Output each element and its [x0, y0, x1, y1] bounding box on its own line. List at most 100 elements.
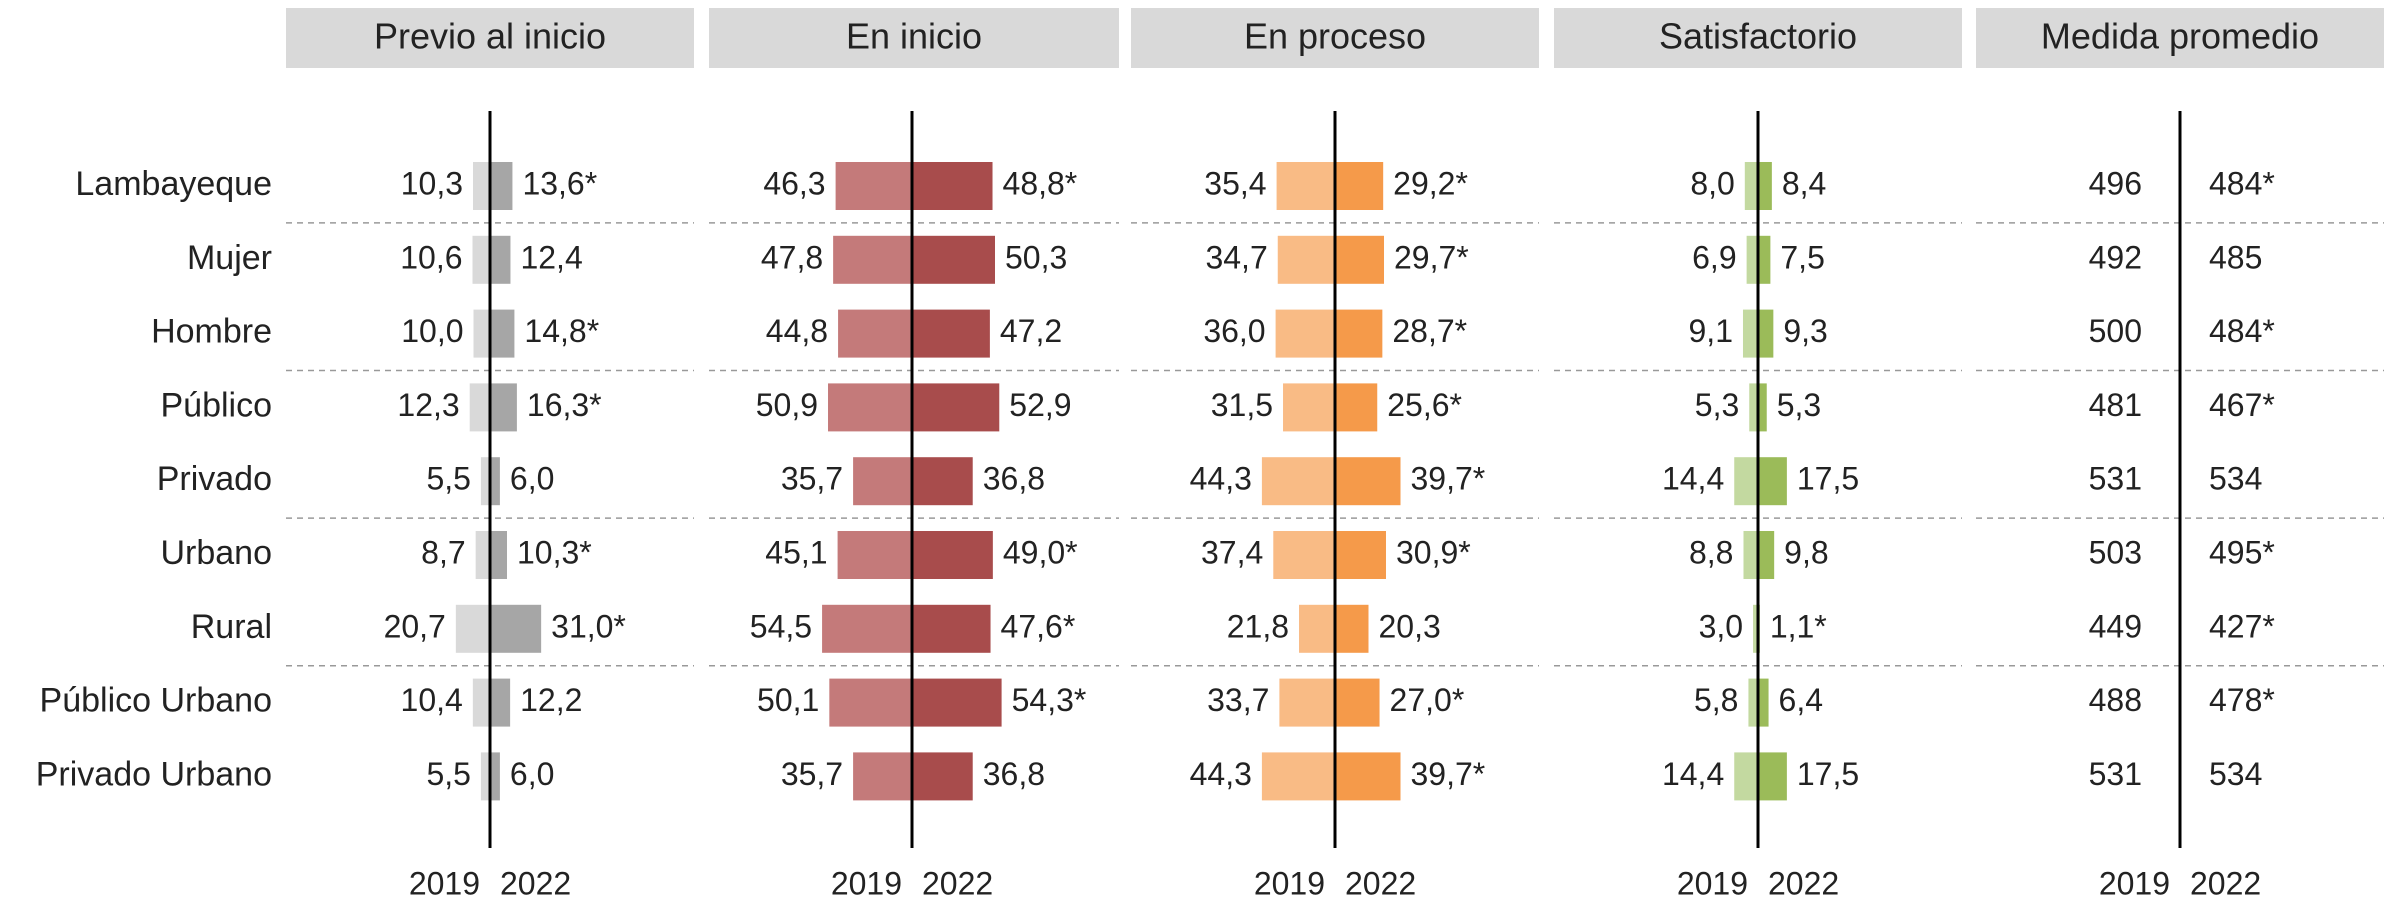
value-label: 534: [2209, 461, 2262, 497]
bar: [1758, 457, 1787, 506]
bar: [835, 162, 912, 210]
bar: [1275, 309, 1335, 358]
bar: [912, 752, 973, 801]
bar: [1758, 678, 1769, 727]
bar: [1744, 162, 1758, 210]
value-label: 54,3*: [1012, 682, 1087, 718]
value-label: 17,5: [1797, 461, 1859, 497]
value-label: 44,8: [766, 313, 828, 349]
legend-label: 2019: [1677, 865, 1748, 901]
value-label: 47,8: [761, 239, 823, 275]
value-label: 14,8*: [524, 313, 599, 349]
bar: [1743, 531, 1758, 579]
category-label: Privado Urbano: [36, 755, 272, 793]
value-label: 14,4: [1662, 461, 1724, 497]
bar: [490, 531, 507, 579]
value-label: 25,6*: [1387, 387, 1462, 423]
bar: [1283, 383, 1335, 432]
bar: [1746, 235, 1758, 284]
bar: [1335, 604, 1369, 653]
value-label: 12,2: [520, 682, 582, 718]
bar: [1335, 162, 1384, 210]
value-label: 5,3: [1777, 387, 1821, 423]
bar: [473, 309, 490, 358]
bar: [1758, 383, 1767, 432]
bar: [472, 678, 490, 727]
value-label: 481: [2089, 387, 2142, 423]
value-label: 54,5: [750, 608, 812, 644]
panel-title: Satisfactorio: [1659, 16, 1857, 57]
bar: [1273, 531, 1335, 579]
legend-label: 2022: [922, 865, 993, 901]
bar: [1335, 752, 1401, 801]
value-label: 484*: [2209, 313, 2275, 349]
bar: [1299, 604, 1335, 653]
bar: [1734, 457, 1758, 506]
value-label: 44,3: [1190, 756, 1252, 792]
value-label: 10,4: [401, 682, 463, 718]
value-label: 28,7*: [1392, 313, 1467, 349]
value-label: 36,0: [1203, 313, 1265, 349]
value-label: 20,3: [1378, 608, 1440, 644]
bar: [1758, 162, 1772, 210]
value-label: 531: [2089, 756, 2142, 792]
panel-title: En inicio: [846, 16, 982, 57]
bar: [912, 531, 993, 579]
value-label: 50,1: [757, 682, 819, 718]
category-label: Urbano: [160, 534, 272, 572]
bar: [912, 457, 973, 506]
legend-label: 2022: [2190, 865, 2261, 901]
value-label: 17,5: [1797, 756, 1859, 792]
value-label: 496: [2089, 165, 2142, 201]
value-label: 492: [2089, 239, 2142, 275]
value-label: 1,1*: [1770, 608, 1827, 644]
bar: [490, 383, 517, 432]
bar: [1758, 235, 1771, 284]
value-label: 49,0*: [1003, 534, 1078, 570]
value-label: 534: [2209, 756, 2262, 792]
value-label: 14,4: [1662, 756, 1724, 792]
bar: [1335, 678, 1380, 727]
bar: [1335, 235, 1385, 284]
bar: [1261, 752, 1335, 801]
value-label: 10,6: [400, 239, 462, 275]
bar: [480, 752, 490, 801]
value-label: 484*: [2209, 165, 2275, 201]
value-label: 3,0: [1699, 608, 1743, 644]
value-label: 6,4: [1779, 682, 1823, 718]
value-label: 37,4: [1201, 534, 1263, 570]
value-label: 10,0: [401, 313, 463, 349]
category-label: Público: [160, 386, 272, 424]
category-label: Público Urbano: [40, 682, 272, 720]
value-label: 44,3: [1190, 461, 1252, 497]
bar: [853, 457, 912, 506]
value-label: 35,4: [1204, 165, 1266, 201]
bar: [1277, 235, 1335, 284]
bar: [912, 235, 995, 284]
bar: [490, 752, 500, 801]
value-label: 488: [2089, 682, 2142, 718]
bar: [912, 604, 991, 653]
bar: [912, 383, 1000, 432]
legend-label: 2019: [409, 865, 480, 901]
bar: [912, 678, 1002, 727]
value-label: 39,7*: [1411, 461, 1486, 497]
value-label: 5,8: [1694, 682, 1738, 718]
value-label: 6,9: [1692, 239, 1736, 275]
value-label: 35,7: [781, 756, 843, 792]
bar: [490, 457, 500, 506]
panel-title: En proceso: [1244, 16, 1426, 57]
value-label: 47,6*: [1001, 608, 1076, 644]
bar: [1335, 531, 1386, 579]
value-label: 29,2*: [1393, 165, 1468, 201]
category-label: Privado: [157, 460, 272, 498]
bar: [472, 235, 490, 284]
bar: [1261, 457, 1335, 506]
bar: [1742, 309, 1758, 358]
bar: [455, 604, 490, 653]
value-label: 10,3: [401, 165, 463, 201]
value-label: 52,9: [1009, 387, 1071, 423]
value-label: 9,1: [1689, 313, 1733, 349]
bar: [490, 309, 515, 358]
